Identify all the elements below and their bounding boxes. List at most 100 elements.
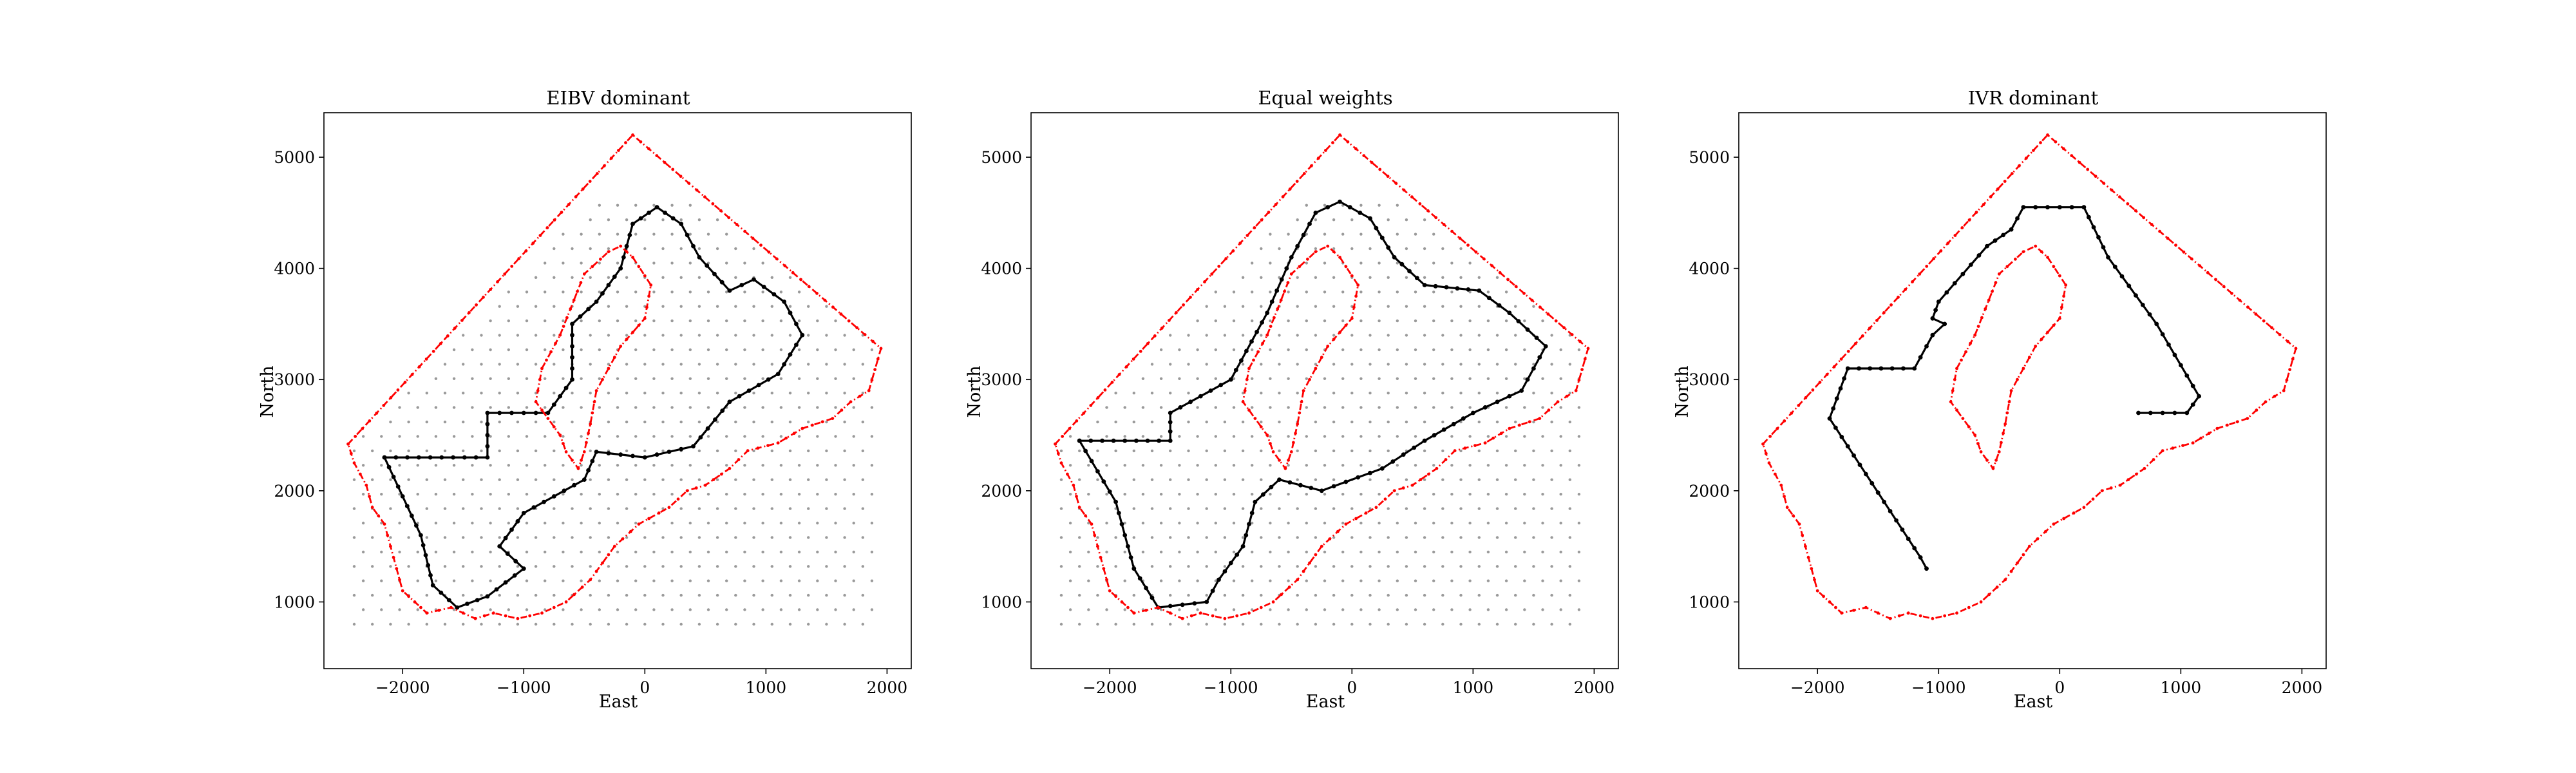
candidate-waypoint	[1287, 406, 1290, 409]
candidate-waypoint	[1141, 550, 1145, 554]
boundary-point	[2046, 256, 2049, 259]
boundary-point	[417, 365, 421, 368]
candidate-waypoint	[1523, 608, 1526, 611]
candidate-waypoint	[389, 565, 392, 568]
boundary-point	[735, 223, 739, 226]
boundary-point	[1253, 226, 1256, 229]
candidate-waypoint	[352, 565, 356, 568]
candidate-waypoint	[1504, 291, 1508, 294]
boundary-point	[491, 611, 495, 615]
candidate-waypoint	[534, 593, 538, 597]
boundary-point	[1955, 367, 1958, 370]
candidate-waypoint	[715, 218, 719, 222]
candidate-waypoint	[807, 565, 810, 568]
boundary-point	[1911, 280, 1915, 283]
candidate-waypoint	[1332, 507, 1336, 510]
boundary-point	[392, 556, 395, 559]
boundary-point	[1989, 195, 1993, 198]
candidate-waypoint	[1396, 521, 1399, 525]
boundary-point	[1547, 408, 1551, 412]
boundary-point	[1392, 489, 1396, 493]
candidate-waypoint	[1359, 262, 1363, 265]
candidate-waypoint	[697, 305, 701, 308]
candidate-waypoint	[1132, 420, 1136, 424]
boundary-point	[1306, 257, 1309, 261]
candidate-waypoint	[553, 334, 556, 337]
boundary-point	[1801, 533, 1804, 537]
candidate-waypoint	[1287, 579, 1290, 582]
candidate-waypoint	[843, 565, 846, 568]
candidate-waypoint	[1260, 420, 1263, 424]
candidate-waypoint	[352, 507, 356, 510]
path-waypoint	[1244, 533, 1249, 538]
candidate-waypoint	[1269, 348, 1272, 352]
boundary-point	[625, 250, 629, 254]
candidate-waypoint	[553, 449, 556, 453]
candidate-waypoint	[670, 435, 674, 438]
candidate-waypoint	[1141, 521, 1145, 525]
x-tick-label: 0	[1347, 678, 1357, 697]
path-waypoint	[1157, 438, 1161, 443]
candidate-waypoint	[1477, 334, 1481, 337]
boundary-point	[712, 478, 715, 481]
path-waypoint	[1188, 399, 1193, 405]
candidate-waypoint	[534, 536, 538, 539]
candidate-waypoint	[1523, 377, 1526, 380]
candidate-waypoint	[1305, 608, 1309, 611]
path-waypoint	[627, 233, 632, 238]
candidate-waypoint	[1459, 247, 1463, 251]
candidate-waypoint	[652, 319, 656, 323]
candidate-waypoint	[825, 536, 828, 539]
candidate-waypoint	[1269, 608, 1272, 611]
candidate-waypoint	[1323, 377, 1327, 380]
candidate-waypoint	[1495, 334, 1499, 337]
path-waypoint	[1993, 238, 1998, 243]
candidate-waypoint	[562, 550, 565, 554]
path-waypoint	[600, 291, 605, 296]
boundary-point	[2214, 278, 2218, 282]
sensor-path-waypoints	[382, 205, 805, 610]
candidate-waypoint	[1504, 435, 1508, 438]
boundary-point	[1146, 342, 1150, 345]
candidate-waypoint	[770, 334, 774, 337]
path-waypoint	[578, 314, 583, 319]
candidate-waypoint	[580, 608, 583, 611]
candidate-waypoint	[1260, 276, 1263, 279]
boundary-point	[2072, 511, 2076, 515]
candidate-waypoint	[1477, 565, 1481, 568]
candidate-waypoint	[1359, 493, 1363, 496]
path-waypoint	[1894, 518, 1899, 523]
path-waypoint	[1253, 499, 1258, 504]
boundary-point	[1253, 417, 1257, 420]
path-waypoint	[2190, 383, 2195, 388]
candidate-waypoint	[1169, 449, 1172, 453]
y-tick-label: 1000	[274, 593, 315, 611]
boundary-point	[2262, 319, 2266, 323]
path-waypoint	[1331, 484, 1336, 489]
candidate-waypoint	[1504, 464, 1508, 467]
path-waypoint	[1137, 576, 1142, 581]
candidate-waypoint	[752, 507, 755, 510]
candidate-waypoint	[1187, 593, 1190, 597]
path-waypoint	[775, 372, 781, 376]
boundary-point	[1314, 367, 1318, 370]
candidate-waypoint	[1396, 204, 1399, 207]
boundary-point	[601, 561, 604, 565]
path-waypoint	[772, 292, 777, 297]
candidate-waypoint	[625, 420, 629, 424]
boundary-point	[1211, 614, 1215, 618]
candidate-waypoint	[452, 608, 456, 611]
boundary-point	[1324, 149, 1327, 152]
candidate-waypoint	[1296, 622, 1299, 626]
path-waypoint	[1132, 566, 1137, 571]
candidate-waypoint	[770, 392, 774, 395]
boundary-point	[1578, 339, 1582, 343]
candidate-waypoint	[1450, 464, 1454, 467]
path-waypoint	[395, 484, 401, 489]
boundary-point	[849, 400, 853, 404]
candidate-waypoint	[788, 334, 792, 337]
candidate-waypoint	[1214, 348, 1218, 352]
path-waypoint	[1842, 376, 1847, 381]
candidate-waypoint	[452, 435, 456, 438]
boundary-point	[1518, 423, 1521, 427]
